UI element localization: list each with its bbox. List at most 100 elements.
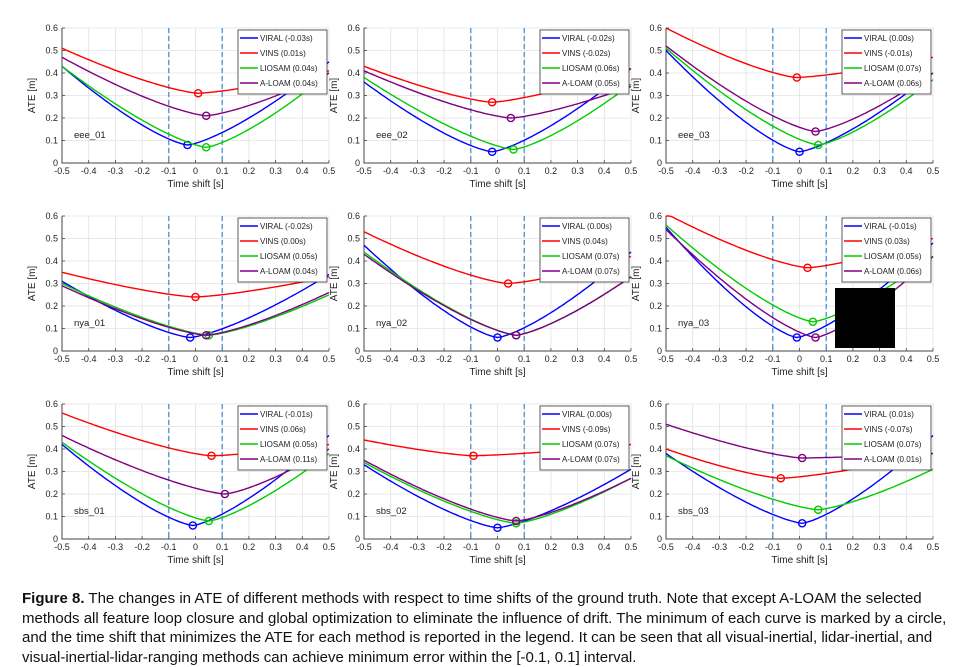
y-axis-label: ATE [m] [27,78,38,114]
y-tick-label: 0.4 [649,444,662,454]
series-line-A-LOAM [363,253,632,337]
legend-entry-VIRAL: VIRAL (0.00s) [562,222,612,231]
x-tick-label: 0.4 [900,354,913,364]
y-tick-label: 0.2 [45,301,58,311]
y-tick-label: 0.2 [649,489,662,499]
x-tick-label: 0.2 [243,354,256,364]
x-tick-label: -0.2 [436,542,452,552]
x-tick-label: 0.2 [847,354,860,364]
legend-entry-A-LOAM: A-LOAM (0.07s) [562,455,620,464]
plot-title: eee_03 [678,130,710,141]
y-tick-label: 0.2 [347,489,360,499]
legend-entry-VINS: VINS (0.04s) [562,237,608,246]
y-tick-label: 0.6 [45,23,58,33]
x-tick-label: 0.3 [269,166,282,176]
x-tick-label: -0.3 [410,166,426,176]
x-tick-label: -0.1 [161,542,177,552]
x-tick-label: 0.1 [216,354,229,364]
legend-entry-VIRAL: VIRAL (0.00s) [562,410,612,419]
y-tick-label: 0.6 [45,399,58,409]
y-axis-label: ATE [m] [631,454,642,490]
legend-entry-A-LOAM: A-LOAM (0.07s) [562,267,620,276]
legend-entry-VIRAL: VIRAL (-0.01s) [260,410,313,419]
series-line-A-LOAM [61,285,330,337]
legend: VIRAL (-0.02s) VINS (-0.02s) LIOSAM (0.06s… [539,29,630,95]
legend-entry-VINS: VINS (-0.07s) [864,425,913,434]
plot-title: eee_02 [376,130,408,141]
x-tick-label: 0.4 [296,354,309,364]
x-tick-label: 0.1 [820,354,833,364]
x-tick-label: 0.5 [323,166,336,176]
x-tick-label: 0.2 [847,542,860,552]
y-tick-label: 0.3 [649,467,662,477]
x-tick-label: 0.5 [927,542,940,552]
x-tick-label: 0.1 [518,354,531,364]
legend-entry-VINS: VINS (0.00s) [260,237,306,246]
y-tick-label: 0.6 [347,23,360,33]
y-tick-label: 0.5 [649,46,662,56]
x-tick-label: -0.3 [410,354,426,364]
y-tick-label: 0.1 [649,324,662,334]
legend-entry-LIOSAM: LIOSAM (0.05s) [260,252,318,261]
x-axis-label: Time shift [s] [167,555,224,566]
y-tick-label: 0.2 [45,489,58,499]
y-tick-label: 0.6 [649,211,662,221]
x-tick-label: 0.4 [296,166,309,176]
y-tick-label: 0.4 [347,68,360,78]
x-tick-label: 0.3 [269,542,282,552]
legend-entry-A-LOAM: A-LOAM (0.06s) [864,267,922,276]
x-tick-label: -0.3 [712,542,728,552]
x-tick-label: 0.5 [323,542,336,552]
x-tick-label: -0.4 [383,354,399,364]
x-tick-label: -0.1 [463,166,479,176]
legend-entry-A-LOAM: A-LOAM (0.04s) [260,267,318,276]
y-tick-label: 0.4 [649,256,662,266]
min-marker-VINS [503,279,513,288]
x-tick-label: 0.3 [873,354,886,364]
min-marker-A-LOAM [201,330,211,340]
x-tick-label: -0.1 [161,354,177,364]
y-tick-label: 0.4 [347,444,360,454]
x-tick-label: 0.3 [873,166,886,176]
legend-entry-LIOSAM: LIOSAM (0.07s) [562,252,620,261]
x-tick-label: 0 [193,166,198,176]
x-tick-label: -0.4 [383,542,399,552]
y-tick-label: 0.6 [45,211,58,221]
x-tick-label: 0.1 [820,166,833,176]
x-tick-label: -0.3 [712,354,728,364]
x-tick-label: 0.4 [296,542,309,552]
y-tick-label: 0.4 [45,256,58,266]
legend: VIRAL (-0.03s) VINS (0.01s) LIOSAM (0.04s)… [237,29,328,95]
legend-entry-LIOSAM: LIOSAM (0.07s) [864,64,922,73]
x-tick-label: -0.3 [108,166,124,176]
x-tick-label: 0.2 [243,166,256,176]
plot-sbs_03: 0 0.1 0.2 0.3 0.4 0.5 0.6 -0.5 -0.4 -0.3 -0.2 -0.1 0… [631,399,939,566]
series-line-LIOSAM [665,47,934,146]
y-tick-label: 0.3 [45,279,58,289]
y-tick-label: 0.3 [347,279,360,289]
x-tick-label: -0.5 [356,166,372,176]
min-marker-VIRAL [487,147,497,157]
x-tick-label: -0.4 [81,166,97,176]
x-tick-label: -0.5 [356,354,372,364]
plot-nya_02: 0 0.1 0.2 0.3 0.4 0.5 0.6 -0.5 -0.4 -0.3 -0.2 -0.1 0… [329,211,637,378]
x-axis-label: Time shift [s] [167,179,224,190]
y-tick-label: 0.1 [45,136,58,146]
x-tick-label: 0.5 [625,354,638,364]
x-tick-label: -0.4 [81,354,97,364]
y-tick-label: 0 [657,346,662,356]
x-tick-label: -0.5 [54,166,70,176]
legend: VIRAL (-0.02s) VINS (0.00s) LIOSAM (0.05s)… [237,217,328,283]
min-marker-A-LOAM [797,453,807,463]
legend-entry-LIOSAM: LIOSAM (0.06s) [562,64,620,73]
plot-title: eee_01 [74,130,106,141]
series-line-LIOSAM [665,455,934,511]
series-line-VIRAL [363,464,632,529]
series-line-LIOSAM [363,461,632,525]
min-marker-VIRAL [493,523,502,533]
x-tick-label: 0.3 [269,354,282,364]
legend-entry-LIOSAM: LIOSAM (0.05s) [260,440,318,449]
x-tick-label: -0.1 [765,542,781,552]
x-tick-label: -0.3 [410,542,426,552]
x-tick-label: 0.5 [625,166,638,176]
